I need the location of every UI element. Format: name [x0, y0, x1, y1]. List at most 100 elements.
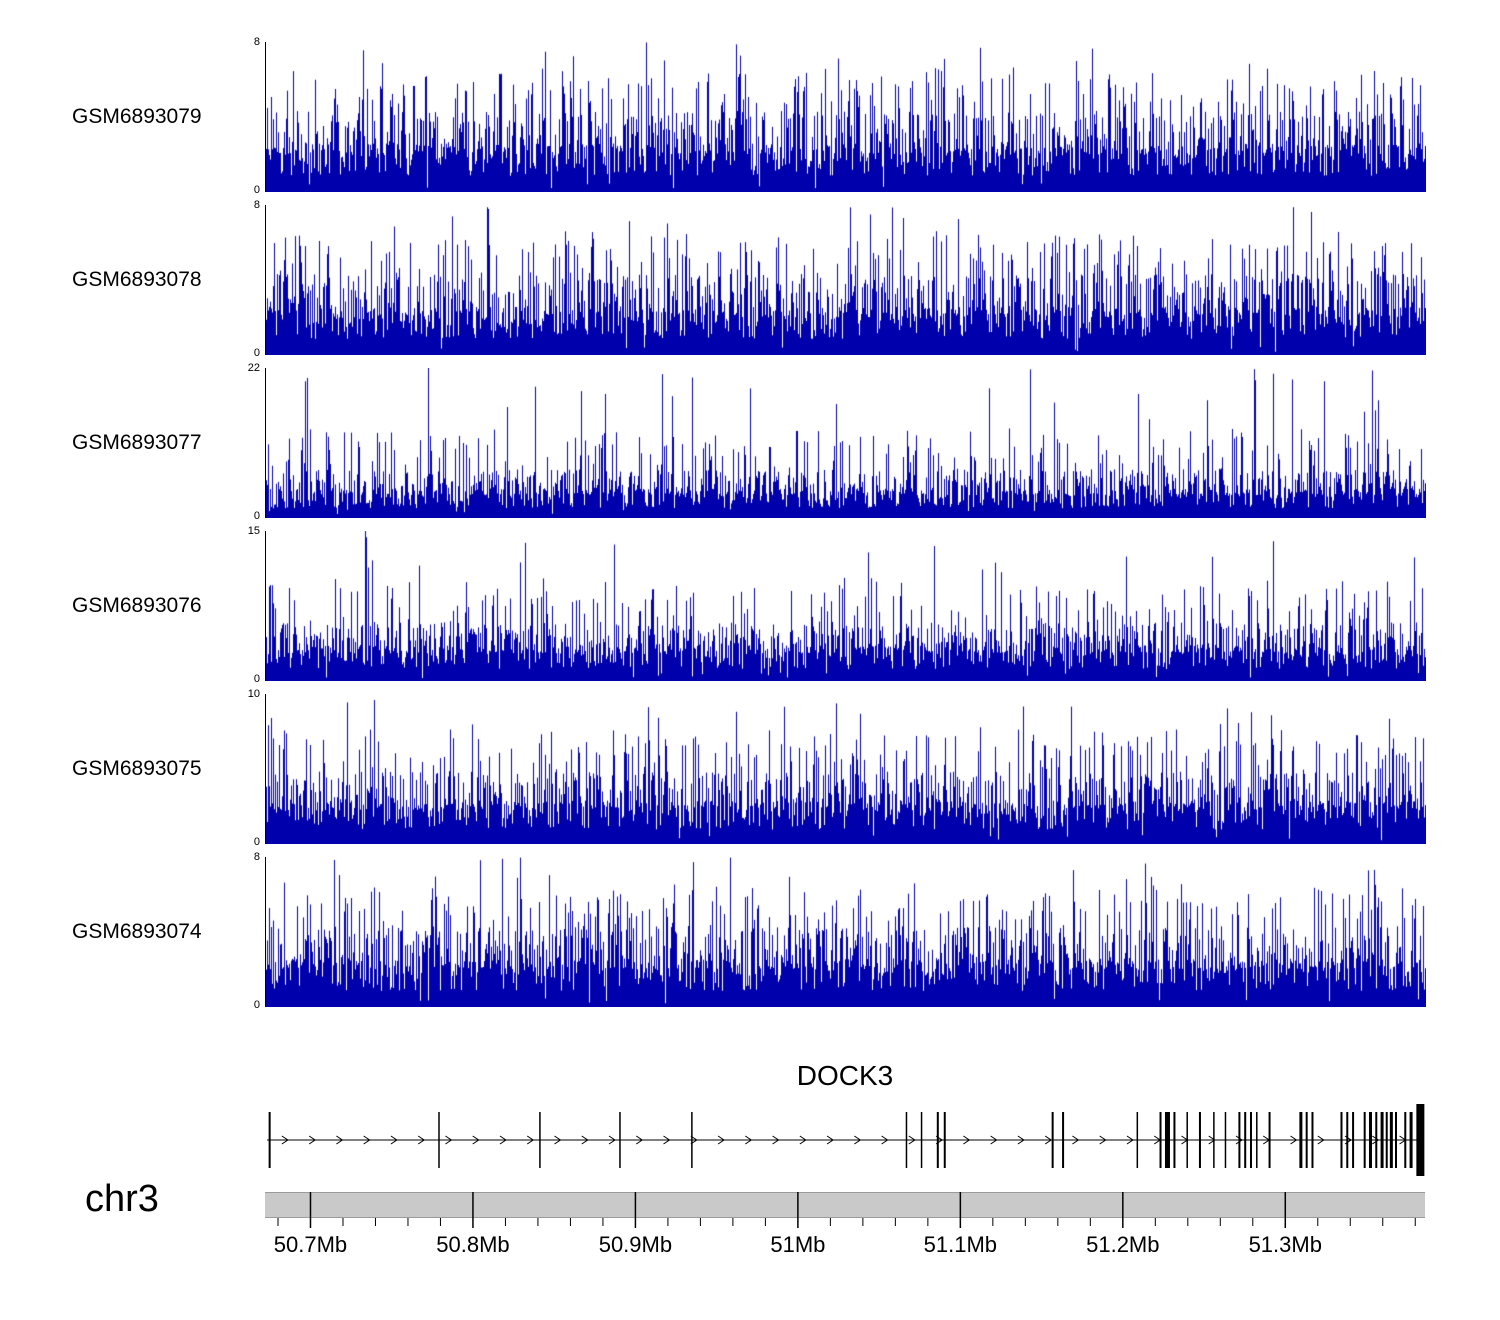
exon-tick: [1224, 1112, 1227, 1168]
track-row: GSM6893078 8 0: [0, 200, 1500, 359]
strand-arrow-icon: [663, 1135, 671, 1145]
y-axis-max-label: 8: [253, 851, 260, 863]
exon-tick: [1389, 1112, 1393, 1168]
axis-tick-label: 51.3Mb: [1248, 1232, 1322, 1257]
y-axis-zero-label: 0: [253, 184, 260, 196]
exon-tick: [1346, 1112, 1349, 1168]
exon-tick: [1375, 1112, 1378, 1168]
exon-tick: [1198, 1112, 1201, 1168]
exon-tick: [1238, 1112, 1241, 1168]
strand-arrow-icon: [1290, 1135, 1298, 1145]
strand-arrow-icon: [1044, 1135, 1053, 1145]
chromosome-label: chr3: [85, 1178, 159, 1220]
exon-tick: [1186, 1112, 1188, 1168]
strand-arrow-icon: [1372, 1135, 1380, 1145]
axis-tick-label: 51Mb: [770, 1232, 826, 1257]
coverage-signal: [266, 694, 1426, 844]
strand-arrow-icon: [1072, 1135, 1080, 1145]
strand-arrow-icon: [363, 1135, 371, 1145]
track-label: GSM6893079: [72, 105, 202, 128]
strand-arrow-icon: [799, 1135, 807, 1145]
gene-name-label: DOCK3: [796, 1060, 894, 1091]
y-axis-max-label: 8: [253, 36, 260, 48]
exon-tick: [1256, 1112, 1258, 1168]
track-row: GSM6893074 8 0: [0, 852, 1500, 1011]
track-plot-area: 10 0: [248, 689, 1426, 848]
strand-arrow-icon: [881, 1135, 889, 1145]
exon-tick: [1062, 1112, 1065, 1168]
strand-arrow-icon: [1126, 1135, 1134, 1145]
coverage-signal: [266, 857, 1426, 1007]
track-label: GSM6893078: [72, 268, 202, 291]
strand-arrow-icon: [390, 1135, 398, 1145]
strand-arrow-icon: [826, 1135, 834, 1145]
exon-tick: [1299, 1112, 1303, 1168]
strand-arrow-icon: [1208, 1135, 1216, 1145]
exon-tick: [1385, 1112, 1388, 1168]
strand-arrow-icon: [990, 1135, 998, 1145]
axis-tick-label: 50.8Mb: [436, 1232, 510, 1257]
coverage-signal: [266, 42, 1426, 192]
y-axis-zero-label: 0: [253, 347, 260, 359]
track-plot-area: 15 0: [248, 526, 1426, 685]
exon-tick: [1305, 1112, 1308, 1168]
y-axis-max-label: 8: [253, 199, 260, 211]
exon-tick: [1380, 1112, 1384, 1168]
track-label: GSM6893077: [72, 431, 202, 454]
strand-arrow-icon: [417, 1135, 426, 1145]
strand-arrow-icon: [1099, 1135, 1107, 1145]
strand-arrow-icon: [581, 1135, 589, 1145]
exon-tick: [1404, 1112, 1407, 1168]
y-axis-zero-label: 0: [253, 673, 260, 685]
strand-arrow-icon: [963, 1135, 971, 1145]
exon-tick: [943, 1112, 946, 1168]
strand-arrow-icon: [690, 1135, 698, 1145]
exon-tick: [268, 1112, 271, 1168]
exon-tick: [1244, 1112, 1247, 1168]
exon-tick: [1363, 1112, 1366, 1168]
y-axis-zero-label: 0: [253, 510, 260, 522]
track-row: GSM6893077 22 0: [0, 363, 1500, 522]
exon-tick: [1051, 1112, 1054, 1168]
strand-arrow-icon: [281, 1135, 289, 1145]
track-row: GSM6893079 8 0: [0, 37, 1500, 196]
strand-arrow-icon: [554, 1135, 562, 1145]
track-label: GSM6893074: [72, 920, 202, 943]
strand-arrow-icon: [745, 1135, 753, 1145]
track-label: GSM6893076: [72, 594, 202, 617]
strand-arrow-icon: [472, 1135, 480, 1145]
exon-tick: [1164, 1112, 1170, 1168]
strand-arrow-icon: [635, 1135, 644, 1145]
chromosome-axis-bar: [265, 1192, 1425, 1218]
coverage-signal: [266, 368, 1426, 518]
y-axis-max-label: 22: [247, 362, 260, 374]
strand-arrow-icon: [854, 1135, 862, 1145]
axis-tick-label: 51.2Mb: [1086, 1232, 1160, 1257]
axis-tick-label: 50.9Mb: [598, 1232, 673, 1257]
exon-tick: [1159, 1112, 1162, 1168]
strand-arrow-icon: [1017, 1135, 1025, 1145]
y-axis-max-label: 10: [247, 688, 260, 700]
exon-tick: [1136, 1112, 1139, 1168]
strand-arrow-icon: [717, 1135, 725, 1145]
strand-arrow-icon: [445, 1135, 453, 1145]
y-axis-max-label: 15: [247, 525, 260, 537]
strand-arrow-icon: [772, 1135, 780, 1145]
exon-tick: [1173, 1112, 1176, 1168]
track-label: GSM6893075: [72, 757, 202, 780]
exon-tick: [1213, 1112, 1215, 1168]
coverage-signal: [266, 531, 1426, 681]
exon-tick: [1368, 1112, 1372, 1168]
genomic-axis-ticks: [277, 1192, 1416, 1228]
track-plot-area: 22 0: [248, 363, 1426, 522]
exon-tick: [438, 1112, 440, 1168]
strand-arrow-icon: [526, 1135, 535, 1145]
strand-arrow-icon: [308, 1135, 317, 1145]
strand-arrow-icon: [1317, 1135, 1325, 1145]
exon-tick: [920, 1112, 923, 1168]
strand-arrow-icon: [336, 1135, 344, 1145]
exon-tick: [905, 1112, 908, 1168]
